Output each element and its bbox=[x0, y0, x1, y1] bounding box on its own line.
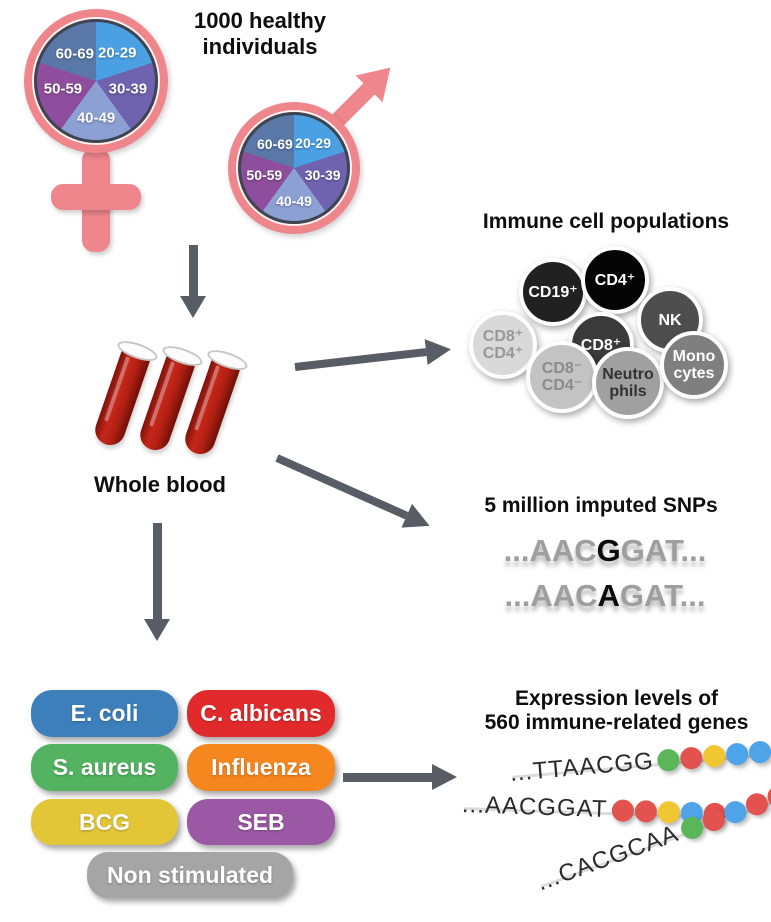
cell-label-line1: Mono bbox=[672, 348, 716, 365]
snp-seq1-variant: G bbox=[596, 533, 621, 568]
cell-label-line2: cytes bbox=[673, 365, 715, 382]
cell-label-line1: NK bbox=[658, 311, 682, 329]
cell-label-line1: CD8⁻ bbox=[541, 360, 583, 377]
female-age-pie-chart: 20-29 30-39 40-49 50-59 60-69 bbox=[34, 19, 158, 143]
cell-monocytes: Mono cytes bbox=[660, 331, 728, 399]
gene-sequence: ...CACGCAA bbox=[533, 819, 683, 897]
age-label-50-59: 50-59 bbox=[246, 167, 283, 184]
female-symbol-crossbar bbox=[51, 184, 141, 210]
cell-neutrophils: Neutro phils bbox=[592, 347, 664, 419]
arrow-shaft bbox=[294, 348, 427, 371]
gene-sequence: ...AACGGAT bbox=[461, 791, 608, 824]
expression-bead bbox=[656, 748, 681, 773]
expression-row-1: ...TTAACGG bbox=[508, 739, 771, 787]
cell-label-line1: CD19⁺ bbox=[528, 283, 578, 301]
arrow-shaft bbox=[152, 523, 162, 619]
expression-bead bbox=[725, 742, 750, 767]
expression-bead bbox=[634, 800, 657, 823]
cell-label-line2: CD4⁺ bbox=[482, 345, 524, 362]
cell-label-line2: phils bbox=[609, 383, 647, 400]
age-label-30-39: 30-39 bbox=[108, 80, 148, 98]
cell-label-line1: CD8⁺ bbox=[482, 328, 524, 345]
cell-cd19: CD19⁺ bbox=[519, 258, 587, 326]
stimulus-seb: SEB bbox=[187, 799, 335, 845]
whole-blood-label: Whole blood bbox=[94, 472, 226, 497]
stimulus-influenza: Influenza bbox=[187, 744, 335, 791]
cohort-title: 1000 healthy individuals bbox=[155, 8, 365, 60]
immune-populations-title: Immune cell populations bbox=[482, 210, 730, 233]
expression-title: Expression levels of 560 immune-related … bbox=[462, 687, 771, 735]
arrow-blood-to-stimuli bbox=[144, 523, 170, 641]
male-age-pie-chart: 20-29 30-39 40-49 50-59 60-69 bbox=[238, 112, 350, 224]
arrow-head bbox=[432, 764, 457, 790]
snp-seq2-variant: A bbox=[597, 578, 620, 613]
age-label-40-49: 40-49 bbox=[276, 192, 312, 209]
age-label-60-69: 60-69 bbox=[257, 135, 293, 152]
expression-bead bbox=[748, 740, 771, 765]
age-label-20-29: 20-29 bbox=[98, 44, 137, 62]
arrow-blood-to-cells bbox=[294, 336, 453, 380]
snps-title: 5 million imputed SNPs bbox=[484, 494, 718, 517]
arrow-head bbox=[180, 296, 206, 318]
arrow-stimuli-to-expression bbox=[343, 764, 457, 790]
cohort-title-line1: 1000 healthy bbox=[193, 8, 327, 33]
arrow-head bbox=[144, 619, 170, 641]
age-label-50-59: 50-59 bbox=[43, 80, 83, 98]
stimulus-non-stimulated: Non stimulated bbox=[87, 852, 293, 898]
stimulus-bcg: BCG bbox=[31, 799, 178, 845]
cell-label-line1: Neutro bbox=[602, 366, 654, 383]
expression-title-line2: 560 immune-related genes bbox=[484, 711, 749, 734]
snp-seq1-pre: ...AAC bbox=[503, 533, 597, 568]
bead-dots bbox=[656, 740, 771, 773]
cell-label-line1: CD8⁺ bbox=[580, 336, 622, 354]
stimulus-ecoli: E. coli bbox=[31, 690, 178, 737]
cohort-title-line2: individuals bbox=[202, 34, 318, 59]
expression-bead bbox=[679, 746, 704, 771]
expression-bead bbox=[702, 744, 727, 769]
age-label-20-29: 20-29 bbox=[295, 134, 331, 151]
cell-cd4: CD4⁺ bbox=[581, 246, 649, 314]
arrow-blood-to-snps bbox=[272, 446, 435, 538]
arrow-head bbox=[424, 336, 453, 365]
cell-label-line2: CD4⁻ bbox=[541, 377, 583, 394]
age-label-60-69: 60-69 bbox=[55, 45, 94, 63]
gene-sequence: ...TTAACGG bbox=[508, 747, 655, 787]
snp-sequence-2: ...AACAGAT... bbox=[440, 578, 770, 614]
expression-title-line1: Expression levels of bbox=[514, 687, 719, 710]
snp-seq2-post: GAT... bbox=[619, 578, 706, 613]
arrow-shaft bbox=[275, 454, 409, 520]
stimulus-calbicans: C. albicans bbox=[187, 690, 335, 737]
arrow-shaft bbox=[188, 245, 198, 296]
arrow-shaft bbox=[343, 772, 432, 782]
cell-cd8pos-cd4pos: CD8⁺ CD4⁺ bbox=[469, 311, 537, 379]
arrow-head bbox=[401, 503, 435, 538]
stimulus-saureus: S. aureus bbox=[31, 744, 178, 791]
age-label-40-49: 40-49 bbox=[76, 109, 116, 127]
snp-seq1-post: GAT... bbox=[620, 533, 707, 568]
arrow-cohort-to-blood bbox=[180, 245, 206, 318]
snp-seq2-pre: ...AAC bbox=[504, 578, 598, 613]
cell-cd8neg-cd4neg: CD8⁻ CD4⁻ bbox=[526, 341, 598, 413]
snp-sequence-1: ...AACGGAT... bbox=[440, 533, 770, 569]
cell-label-line1: CD4⁺ bbox=[594, 271, 636, 289]
age-label-30-39: 30-39 bbox=[304, 167, 341, 184]
expression-bead bbox=[611, 799, 634, 822]
